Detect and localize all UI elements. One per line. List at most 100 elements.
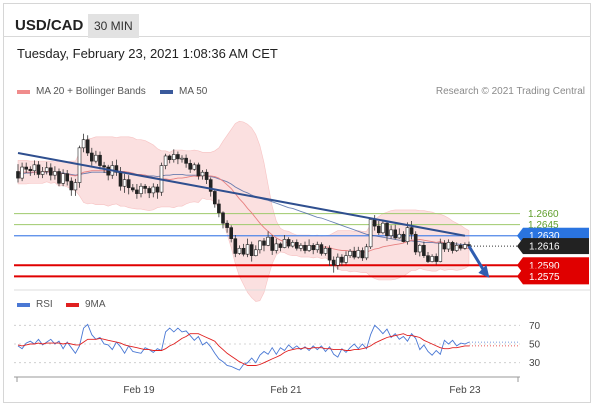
candle-body	[438, 242, 443, 262]
candle-body	[327, 247, 332, 261]
candle-body	[176, 154, 180, 160]
candle-body	[274, 243, 279, 251]
candle-body	[270, 236, 275, 251]
candle-body	[241, 247, 246, 255]
candle-body	[372, 219, 377, 227]
candle-body	[434, 256, 439, 262]
candle-body	[340, 256, 344, 263]
candle-body	[422, 245, 426, 256]
candle-body	[106, 166, 110, 176]
candle-body	[266, 236, 270, 246]
candle-body	[237, 247, 242, 254]
datetime-label: Tuesday, February 23, 2021 1:08:36 AM CE…	[17, 46, 278, 61]
legend-ma50: MA 50	[160, 86, 207, 97]
bollinger-swatch	[17, 89, 30, 94]
candle-body	[36, 164, 41, 175]
candle-body	[323, 247, 328, 254]
level-tag-pointer	[517, 227, 523, 244]
candle-body	[163, 155, 168, 166]
rsi-tick-label: 30	[529, 358, 541, 369]
forecast-arrow-shaft	[467, 245, 485, 271]
bollinger-band	[17, 120, 470, 302]
candle-body	[458, 245, 463, 249]
candle-body	[463, 244, 467, 249]
candle-body	[32, 164, 37, 172]
candle-body	[409, 227, 414, 235]
candle-body	[245, 244, 250, 255]
candle-body	[122, 179, 127, 187]
level-label-1.2645: 1.2645	[528, 220, 559, 231]
candle-body	[184, 157, 188, 164]
candle-body	[290, 242, 295, 247]
rsi-ma9-line	[17, 333, 469, 366]
candle-body	[172, 154, 176, 160]
candle-body	[135, 189, 139, 194]
candle-body	[81, 139, 86, 149]
candle-body	[147, 188, 151, 194]
candle-body	[155, 186, 160, 193]
candle-body	[20, 166, 24, 179]
candle-body	[385, 222, 389, 237]
candle-body	[356, 250, 361, 258]
candle-body	[167, 155, 172, 160]
timeframe-badge[interactable]: 30 MIN	[88, 14, 139, 38]
candle-body	[48, 167, 53, 176]
legend-ma9-label: 9MA	[85, 299, 106, 310]
trendline	[17, 152, 466, 237]
candle-body	[278, 243, 283, 248]
candle-body	[413, 233, 418, 253]
candle-body	[446, 242, 451, 250]
candle-body	[225, 222, 229, 228]
candle-body	[344, 255, 348, 263]
legend-ma9: 9MA	[66, 299, 106, 310]
candle-body	[348, 250, 352, 256]
candle-body	[368, 219, 373, 248]
ma50-swatch	[160, 89, 173, 94]
candle-body	[315, 244, 320, 251]
candle-body	[94, 154, 98, 162]
candle-body	[217, 203, 221, 214]
candle-body	[126, 179, 131, 189]
candle-body	[73, 182, 78, 191]
legend-ma20-label: MA 20 + Bollinger Bands	[36, 86, 146, 97]
candle-body	[249, 244, 254, 256]
candle-body	[360, 250, 365, 259]
candle-body	[102, 165, 106, 168]
candle-body	[303, 245, 307, 251]
legend-rsi-label: RSI	[36, 299, 53, 310]
level-tag-pointer	[517, 268, 523, 285]
candle-body	[233, 238, 238, 254]
last-price-pointer	[517, 238, 523, 255]
candle-body	[208, 179, 213, 192]
candle-body	[180, 157, 184, 160]
level-label-1.2590: 1.2590	[529, 261, 560, 272]
candle-body	[319, 244, 324, 254]
level-label-1.2660: 1.2660	[528, 209, 559, 220]
candle-body	[143, 185, 147, 189]
ma50-line	[18, 171, 469, 246]
candle-body	[204, 171, 209, 180]
x-tick-label: Feb 21	[270, 385, 302, 396]
level-label-1.2630: 1.2630	[529, 231, 560, 242]
candle-body	[28, 168, 33, 172]
ma20-line	[18, 170, 469, 253]
credit-label: Research © 2021 Trading Central	[435, 86, 585, 97]
candle-body	[352, 250, 357, 258]
candle-body	[61, 173, 65, 184]
candle-body	[364, 246, 369, 259]
candle-body	[430, 256, 434, 262]
candle-body	[389, 229, 393, 237]
candle-body	[393, 229, 398, 239]
candle-body	[331, 259, 336, 266]
candle-body	[131, 187, 135, 191]
ma9-swatch	[66, 302, 79, 307]
header-bar: USD/CAD 30 MIN	[3, 3, 591, 38]
candle-body	[254, 249, 258, 256]
candle-body	[40, 171, 45, 175]
rsi-tick-label: 50	[529, 340, 541, 351]
candle-body	[44, 167, 49, 172]
candle-body	[258, 240, 262, 251]
candle-body	[397, 233, 402, 239]
x-tick-label: Feb 23	[449, 385, 481, 396]
